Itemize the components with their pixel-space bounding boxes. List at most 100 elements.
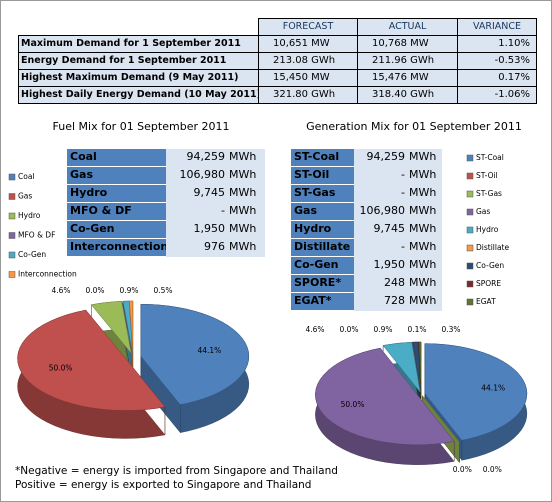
table-cell: 0.17% — [457, 69, 537, 87]
legend-label: EGAT — [476, 297, 496, 306]
fuel-value: - — [354, 239, 409, 257]
data-label: 0.0% — [483, 465, 502, 474]
legend-label: Hydro — [18, 211, 41, 220]
legend-swatch — [466, 262, 474, 270]
fuel-name: Hydro — [291, 221, 354, 239]
legend-swatch — [466, 154, 474, 162]
fuel-name: Co-Gen — [291, 257, 354, 275]
table-header: ACTUAL — [357, 18, 458, 36]
legend-label: Hydro — [476, 225, 499, 234]
data-label: 50.0% — [49, 363, 73, 372]
fuel-value: 9,745 — [354, 221, 409, 239]
legend-swatch — [466, 280, 474, 288]
fuel-unit: MWh — [229, 185, 265, 203]
legend-label: Gas — [476, 207, 490, 216]
legend-swatch — [8, 232, 16, 239]
fuel-unit: MWh — [229, 149, 265, 167]
table-cell: -1.06% — [457, 86, 537, 104]
slice — [90, 301, 132, 355]
data-label: 0.5% — [153, 286, 172, 295]
table-header: FORECAST — [258, 18, 358, 36]
fuel-unit: MWh — [409, 185, 442, 203]
data-label: 0.9% — [373, 325, 392, 334]
table-cell: 318.40 GWh — [357, 86, 458, 104]
data-label: 44.1% — [481, 383, 505, 392]
fuel-unit: MWh — [409, 203, 442, 221]
fuel-value: - — [166, 203, 229, 221]
table-cell: 213.08 GWh — [258, 52, 358, 70]
legend-swatch — [466, 208, 474, 216]
table-header: VARIANCE — [457, 18, 537, 36]
legend-label: Interconnection — [18, 270, 77, 279]
row-label: Highest Daily Energy Demand (10 May 2011… — [18, 86, 259, 104]
fuel-value: 94,259 — [354, 149, 409, 167]
legend-swatch — [8, 173, 16, 181]
fuel-name: Co-Gen — [67, 221, 166, 239]
legend-label: MFO & DF — [18, 231, 55, 240]
table-cell: -0.53% — [457, 52, 537, 70]
legend-label: SPORE — [476, 279, 501, 288]
legend-swatch — [8, 271, 16, 278]
data-label: 0.1% — [407, 325, 426, 334]
fuel-unit: MWh — [229, 221, 265, 239]
row-label: Maximum Demand for 1 September 2011 — [18, 35, 259, 53]
fuel-name: ST-Coal — [291, 149, 354, 167]
table-cell: 211.96 GWh — [357, 52, 458, 70]
slice — [382, 341, 421, 393]
fuel-value: 976 — [166, 239, 229, 257]
table-cell: 1.10% — [457, 35, 537, 53]
fuel-value: 1,950 — [354, 257, 409, 275]
fuel-value: 106,980 — [166, 167, 229, 185]
data-label: 4.6% — [51, 286, 70, 295]
pie-tops — [315, 341, 528, 445]
data-label: 0.9% — [119, 286, 138, 295]
slice — [140, 304, 250, 405]
fuel-value: 248 — [354, 275, 409, 293]
table-cell: 10,768 MW — [357, 35, 458, 53]
fuel-name: Gas — [67, 167, 166, 185]
row-label: Energy Demand for 1 September 2011 — [18, 52, 259, 70]
legend-label: ST-Gas — [476, 189, 502, 198]
chart-title: Fuel Mix for 01 September 2011 — [53, 120, 230, 133]
chart-title: Generation Mix for 01 September 2011 — [306, 120, 522, 133]
data-label: 44.1% — [197, 346, 221, 355]
slice — [129, 300, 134, 354]
fuel-name: SPORE* — [291, 275, 354, 293]
legend-label: Gas — [18, 192, 32, 201]
fuel-name: ST-Oil — [291, 167, 354, 185]
fuel-unit: MWh — [409, 149, 442, 167]
legend-label: Coal — [18, 172, 35, 181]
slice — [424, 343, 528, 441]
fuel-name: Hydro — [67, 185, 166, 203]
fuel-unit: MWh — [229, 167, 265, 185]
fuel-name: EGAT* — [291, 293, 354, 311]
table-cell: 15,450 MW — [258, 69, 358, 87]
fuel-value: - — [354, 167, 409, 185]
slice — [17, 309, 166, 411]
fuel-value: 106,980 — [354, 203, 409, 221]
fuel-unit: MWh — [409, 257, 442, 275]
fuel-name: ST-Gas — [291, 185, 354, 203]
table-cell: 15,476 MW — [357, 69, 458, 87]
fuel-value: 9,745 — [166, 185, 229, 203]
table-cell: 321.80 GWh — [258, 86, 358, 104]
legend-swatch — [8, 212, 16, 220]
footnote: *Negative = energy is imported from Sing… — [15, 465, 338, 477]
data-label: 0.3% — [441, 325, 460, 334]
legend-swatch — [8, 193, 16, 200]
data-label: 0.0% — [339, 325, 358, 334]
slice — [315, 347, 455, 445]
legend-swatch — [466, 172, 474, 180]
fuel-unit: MWh — [409, 221, 442, 239]
fuel-value: 728 — [354, 293, 409, 311]
legend-swatch — [466, 244, 474, 252]
legend-label: ST-Coal — [476, 153, 504, 162]
legend-swatch — [466, 226, 474, 234]
legend-label: Co-Gen — [18, 250, 46, 259]
data-label: 50.0% — [341, 400, 365, 409]
fuel-name: Gas — [291, 203, 354, 221]
fuel-unit: MWh — [409, 293, 442, 311]
legend-label: Distillate — [476, 243, 509, 252]
